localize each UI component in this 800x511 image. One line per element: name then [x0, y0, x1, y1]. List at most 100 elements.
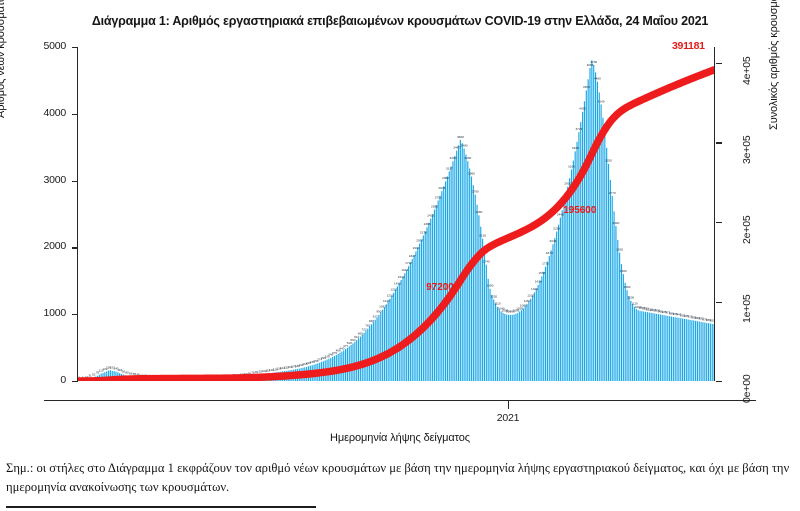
bar	[407, 266, 410, 381]
bar	[544, 266, 547, 381]
bar-value-label: 848	[369, 319, 374, 323]
bar	[667, 315, 669, 381]
bar-value-label: 3438	[572, 146, 579, 150]
x-axis-tick-label: 2021	[496, 412, 520, 424]
bar-value-label: 60	[244, 372, 248, 376]
bar	[561, 210, 563, 381]
bar	[585, 90, 587, 381]
bar	[657, 314, 660, 381]
bar-value-label: 1060	[635, 305, 642, 309]
bar	[376, 317, 378, 381]
bar	[654, 313, 656, 381]
bar	[569, 178, 571, 381]
bar-value-label: 118	[117, 368, 122, 372]
bar-value-label: 2446	[557, 212, 564, 216]
y-axis-left-tick	[72, 47, 78, 49]
y-axis-right-tick-label: 3e+05	[741, 135, 753, 165]
bar	[619, 252, 621, 381]
bar-value-label: 885	[699, 317, 704, 321]
bar-value-label: 3166	[568, 164, 575, 168]
cumulative-line	[78, 66, 715, 381]
bar	[615, 226, 617, 381]
bar	[672, 316, 674, 381]
bar	[474, 194, 476, 381]
bar	[641, 311, 643, 381]
bar-value-label: 612	[354, 335, 359, 339]
bar-value-label: 170	[291, 364, 296, 368]
bar	[380, 312, 382, 381]
bar	[528, 301, 530, 381]
bar	[452, 161, 454, 381]
bar-value-label: 46	[136, 373, 140, 377]
bar-value-label: 985	[661, 310, 666, 314]
bar	[624, 282, 626, 381]
bar	[565, 194, 567, 381]
y-axis-right-tick	[716, 222, 722, 224]
bar	[663, 315, 665, 381]
bar-value-label: 1600	[620, 269, 627, 273]
bar	[420, 239, 423, 381]
y-axis-right-title: Συνολικός αριθμός κρουσμάτων	[768, 0, 780, 130]
bar	[496, 306, 498, 381]
bar-value-label: 965	[669, 311, 674, 315]
bar-value-label: 895	[695, 316, 700, 320]
bar	[617, 240, 619, 381]
bar-value-label: 140	[113, 366, 118, 370]
bar-value-label: 1006	[512, 309, 519, 313]
bar-value-label: 296	[321, 356, 326, 360]
y-axis-left-tick	[72, 314, 78, 316]
bar	[456, 150, 458, 381]
bar	[643, 311, 645, 381]
bar	[689, 319, 691, 381]
y-axis-left-tick-label: 0	[60, 374, 66, 386]
bar-value-label: 254	[313, 359, 318, 363]
bar	[411, 258, 413, 381]
bar-value-label: 1322	[390, 287, 397, 291]
bar	[483, 251, 486, 381]
bar	[413, 255, 415, 381]
bar-value-label: 2432	[427, 213, 434, 217]
bar	[548, 256, 550, 381]
bar	[402, 276, 404, 381]
bar	[485, 264, 487, 381]
bar	[506, 314, 508, 381]
bar-value-label: 274	[317, 358, 322, 362]
bar-value-label: 192	[299, 363, 304, 367]
bar-value-label: 1148	[383, 299, 390, 303]
y-axis-right-tick-label: 0e+00	[741, 374, 753, 404]
y-axis-left-tick	[72, 113, 78, 116]
bar-value-label: 917	[373, 315, 378, 319]
bar-value-label: 2910	[564, 181, 571, 185]
bar	[106, 371, 108, 381]
bar	[426, 227, 428, 381]
bar	[435, 205, 437, 381]
bar	[596, 81, 598, 381]
bar	[409, 262, 411, 381]
bar	[563, 202, 565, 381]
bar	[507, 314, 510, 381]
bar-value-label: 152	[284, 366, 289, 370]
bar	[711, 323, 713, 381]
x-axis-title: Ημερομηνία λήψης δείγματος	[330, 432, 470, 444]
bar-value-label: 1067	[379, 305, 386, 309]
bar	[396, 286, 398, 381]
bar	[591, 60, 593, 381]
bar-value-label: 80	[125, 370, 129, 374]
bar-value-label: 665	[358, 331, 363, 335]
bar	[463, 148, 465, 381]
bar	[448, 171, 450, 381]
bar-value-label: 1360	[624, 285, 631, 289]
bar-value-label: 3726	[575, 127, 582, 131]
bar	[622, 274, 624, 381]
bar	[706, 322, 708, 381]
bar	[676, 317, 678, 381]
y-axis-right-tick	[716, 301, 722, 303]
bar	[476, 204, 478, 381]
bar	[537, 284, 539, 381]
bar-value-label: 1415	[394, 281, 401, 285]
bar-value-label: 1940	[412, 246, 419, 250]
bar-value-label: 2702	[435, 195, 442, 199]
bar-value-label: 136	[276, 367, 281, 371]
bar-value-label: 925	[684, 314, 689, 318]
